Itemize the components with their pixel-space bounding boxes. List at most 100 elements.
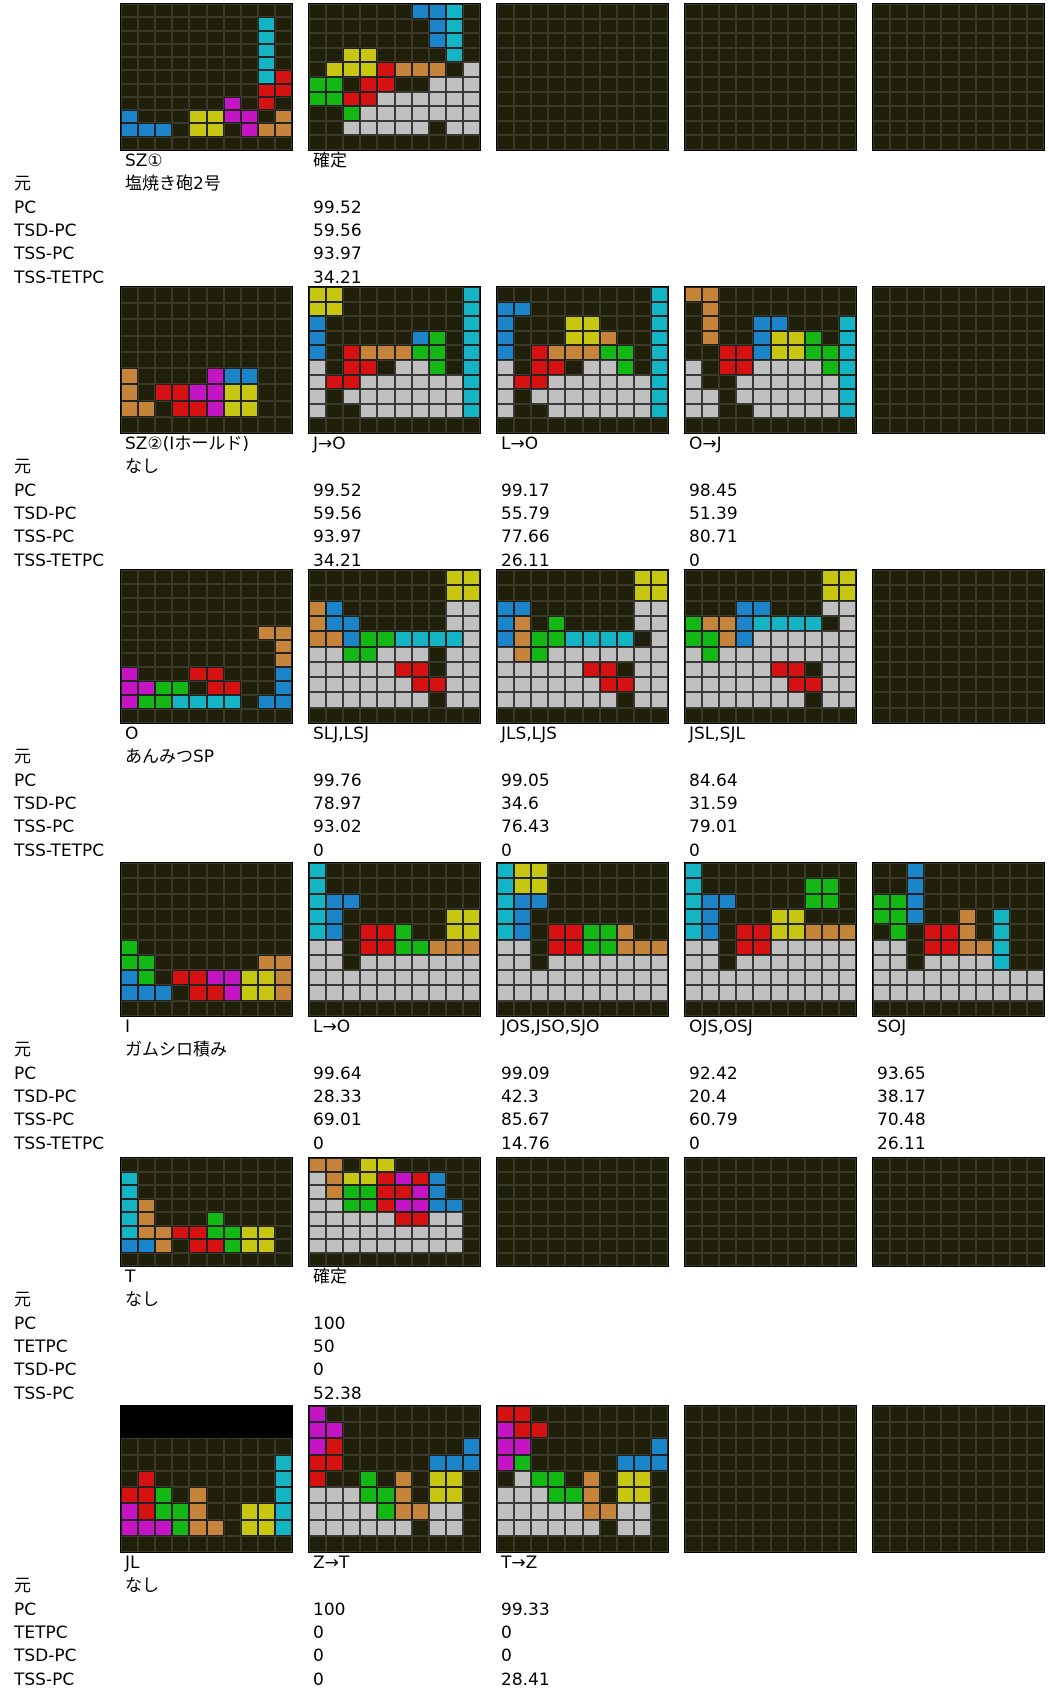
board-cell — [377, 77, 395, 92]
board-cell — [274, 695, 292, 710]
board-cell — [890, 345, 908, 360]
board-cell — [787, 1225, 805, 1239]
board-cell — [958, 707, 976, 723]
board-cell — [804, 1519, 822, 1536]
board-cell — [138, 319, 156, 336]
board-cell — [582, 1422, 600, 1439]
board-cell — [548, 677, 566, 693]
board-cell — [531, 924, 549, 940]
board-cell — [821, 954, 839, 971]
board-cell — [343, 1487, 361, 1504]
board-cell — [582, 106, 600, 121]
board-cell — [326, 316, 344, 331]
board-cell — [343, 316, 361, 331]
board-cell — [992, 677, 1010, 693]
board-cell — [172, 319, 190, 336]
board-cell — [514, 1406, 532, 1423]
board-cell — [582, 345, 600, 360]
board-cell — [138, 83, 156, 97]
board-cell — [685, 287, 703, 302]
board-cell — [924, 287, 942, 302]
board-cell — [257, 597, 275, 612]
board-cell — [548, 389, 566, 404]
board-cell — [274, 368, 292, 385]
board-cell — [497, 360, 515, 375]
board-cell — [257, 985, 275, 1001]
board-cell — [685, 1171, 703, 1185]
metric-value: 34.6 — [501, 793, 539, 814]
board-cell — [309, 1239, 327, 1253]
board-cell — [650, 1470, 668, 1488]
board-cell — [428, 135, 446, 150]
board-cell — [462, 287, 480, 302]
board-cell — [787, 1422, 805, 1439]
board-cell — [155, 384, 173, 401]
board-cell — [924, 893, 942, 909]
board-cell — [821, 893, 839, 909]
board-cell — [650, 863, 668, 879]
board-cell — [838, 301, 856, 317]
board-cell — [975, 692, 993, 708]
board-cell — [702, 677, 720, 693]
board-cell — [121, 416, 139, 433]
board-cell — [975, 33, 993, 48]
board-cell — [838, 1406, 856, 1423]
board-cell — [462, 418, 480, 433]
board-cell — [565, 316, 583, 331]
board-cell — [1009, 615, 1027, 632]
board-cell — [633, 1535, 651, 1552]
board-cell — [702, 120, 720, 136]
board-cell — [531, 389, 549, 404]
board-cell — [958, 1454, 976, 1471]
board-cell — [514, 585, 532, 601]
board-cell — [377, 692, 395, 708]
board-cell — [155, 1225, 173, 1239]
board-cell — [394, 677, 412, 693]
board-cell — [907, 1503, 925, 1520]
board-cell — [941, 403, 959, 419]
board-cell — [445, 863, 463, 879]
board-cell — [975, 18, 993, 34]
board-cell — [497, 661, 515, 678]
board-cell — [548, 1454, 566, 1471]
board-cell — [770, 707, 788, 723]
board-cell — [787, 345, 805, 360]
board-cell — [753, 1198, 771, 1212]
board-cell — [582, 631, 600, 647]
board-cell — [326, 135, 344, 150]
board-cell — [702, 585, 720, 601]
board-cell — [121, 400, 139, 417]
board-cell — [155, 30, 173, 44]
board-cell — [633, 585, 651, 601]
board-cell — [1009, 908, 1027, 925]
board-cell — [975, 77, 993, 92]
board-cell — [907, 1239, 925, 1253]
board-cell — [172, 400, 190, 417]
board-cell — [565, 985, 583, 1001]
board-cell — [1026, 677, 1044, 693]
board-cell — [873, 106, 891, 121]
board-cell — [685, 1239, 703, 1253]
board-cell — [633, 374, 651, 390]
metric-value: 93.02 — [313, 817, 362, 838]
board-cell — [360, 585, 378, 601]
board-cell — [531, 62, 549, 77]
board-cell — [189, 335, 207, 352]
board-cell — [736, 287, 754, 302]
board-cell — [360, 631, 378, 647]
board-cell — [992, 1252, 1010, 1266]
board-cell — [941, 924, 959, 940]
board-cell — [975, 1454, 993, 1471]
board-cell — [787, 970, 805, 986]
board-cell — [907, 600, 925, 616]
board-cell — [787, 692, 805, 708]
board-cell — [565, 330, 583, 346]
board-cell — [343, 360, 361, 375]
board-cell — [531, 707, 549, 723]
board-cell — [565, 878, 583, 894]
board-cell — [138, 110, 156, 124]
board-cell — [411, 33, 429, 48]
board-cell — [599, 692, 617, 708]
section-title: JL — [125, 1553, 140, 1573]
board-cell — [599, 878, 617, 894]
